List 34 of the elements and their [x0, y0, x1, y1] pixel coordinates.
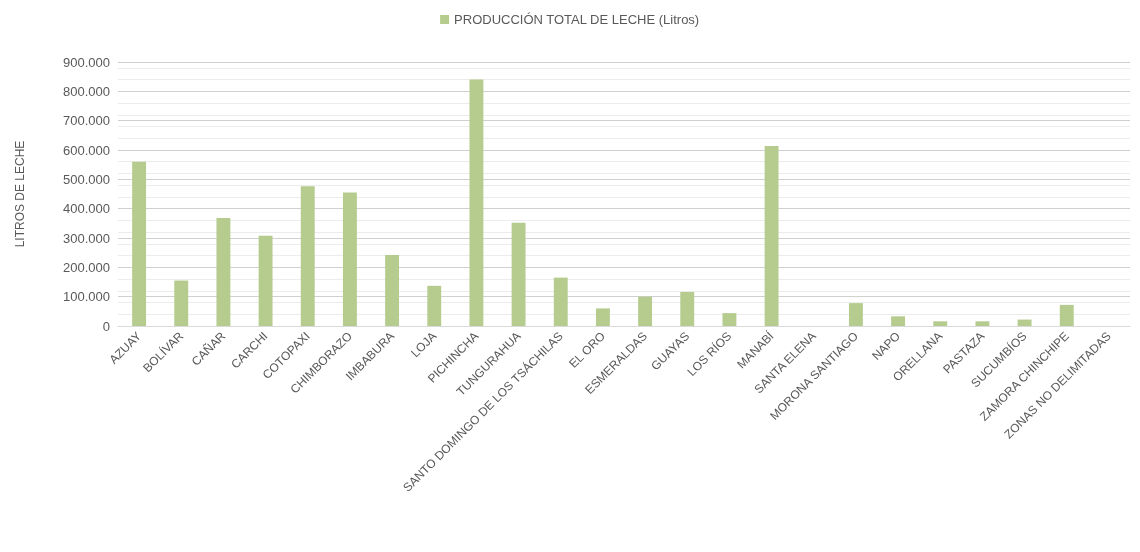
bar — [975, 321, 990, 326]
y-axis-title: LITROS DE LECHE — [13, 140, 27, 248]
bar — [595, 308, 610, 326]
y-tick-label: 900.000 — [63, 54, 110, 70]
bar — [300, 186, 315, 326]
y-tick-label: 800.000 — [63, 83, 110, 99]
bar — [174, 280, 189, 326]
legend-label: PRODUCCIÓN TOTAL DE LECHE (Litros) — [454, 12, 700, 27]
bar — [427, 285, 442, 326]
bar — [511, 222, 526, 326]
y-tick-label: 500.000 — [63, 171, 110, 187]
bar — [469, 79, 484, 326]
bar — [638, 296, 653, 326]
bar — [385, 255, 400, 326]
bar — [342, 192, 357, 326]
bar — [848, 303, 863, 326]
y-tick-label: 100.000 — [63, 289, 110, 305]
y-tick-label: 400.000 — [63, 201, 110, 217]
y-tick-label: 0 — [102, 318, 110, 334]
bar — [764, 145, 779, 326]
bar — [680, 291, 695, 326]
y-tick-label: 200.000 — [63, 259, 110, 275]
bar — [933, 321, 948, 326]
bar — [553, 277, 568, 326]
bar — [1059, 304, 1074, 326]
bar — [722, 313, 737, 326]
y-tick-label: 700.000 — [63, 113, 110, 129]
y-tick-label: 300.000 — [63, 230, 110, 246]
bar — [216, 218, 231, 326]
y-tick-label: 600.000 — [63, 142, 110, 158]
bar — [891, 316, 906, 326]
bar — [258, 235, 273, 326]
bar — [1017, 319, 1032, 326]
bar — [132, 161, 147, 326]
